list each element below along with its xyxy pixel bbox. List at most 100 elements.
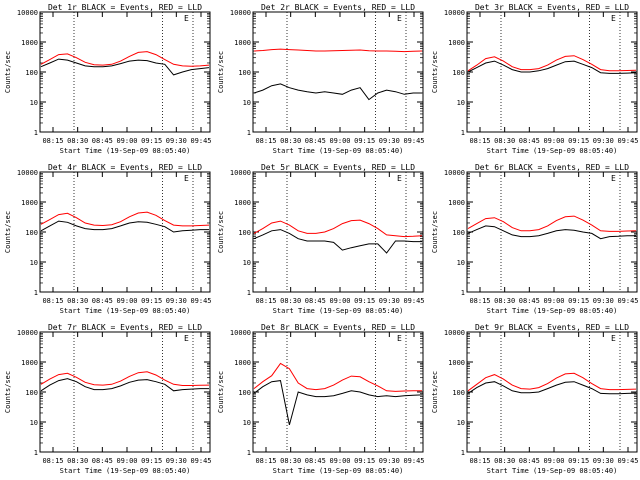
plot-frame bbox=[39, 331, 211, 453]
panel-title: Det 1r BLACK = Events, RED = LLD bbox=[48, 3, 202, 12]
flag-label: E bbox=[397, 174, 402, 183]
y-tick-label: 1000 bbox=[21, 39, 38, 47]
y-axis-label: Counts/sec bbox=[431, 371, 439, 413]
events-series-line bbox=[40, 58, 210, 76]
lld-series-line bbox=[467, 372, 637, 392]
x-tick-label: 09:00 bbox=[116, 297, 137, 305]
y-tick-label: 1 bbox=[461, 129, 465, 137]
x-tick-label: 08:15 bbox=[42, 137, 63, 145]
flag-label: E bbox=[184, 334, 189, 343]
detector-panel-3: Det 3r BLACK = Events, RED = LLD10000100… bbox=[431, 3, 639, 155]
x-tick-label: 09:45 bbox=[403, 137, 424, 145]
flag-label: E bbox=[397, 334, 402, 343]
x-tick-label: 08:45 bbox=[92, 457, 113, 465]
x-tick-label: 09:00 bbox=[543, 297, 564, 305]
y-tick-label: 100 bbox=[25, 389, 38, 397]
x-tick-label: 09:30 bbox=[166, 457, 187, 465]
lld-series-line bbox=[253, 219, 423, 238]
panel-title: Det 8r BLACK = Events, RED = LLD bbox=[261, 323, 415, 332]
y-tick-label: 10000 bbox=[17, 329, 38, 337]
x-axis-label: Start Time (19-Sep-09 08:05:40) bbox=[273, 467, 404, 475]
detector-panel-5: Det 5r BLACK = Events, RED = LLD10000100… bbox=[217, 163, 425, 315]
events-series-line bbox=[40, 220, 209, 233]
x-tick-label: 09:15 bbox=[141, 137, 162, 145]
x-tick-label: 09:45 bbox=[190, 137, 211, 145]
events-series-line bbox=[253, 380, 423, 426]
plot-frame bbox=[466, 11, 638, 133]
y-axis-label: Counts/sec bbox=[431, 211, 439, 253]
y-tick-label: 10000 bbox=[444, 329, 465, 337]
x-tick-label: 08:45 bbox=[305, 297, 326, 305]
x-tick-label: 08:30 bbox=[280, 297, 301, 305]
lld-series-line bbox=[467, 55, 637, 72]
x-axis-label: Start Time (19-Sep-09 08:05:40) bbox=[273, 307, 404, 315]
y-tick-label: 10 bbox=[30, 419, 38, 427]
x-tick-label: 09:30 bbox=[379, 297, 400, 305]
detector-panel-2: Det 2r BLACK = Events, RED = LLD10000100… bbox=[217, 3, 425, 155]
x-tick-label: 08:45 bbox=[519, 297, 540, 305]
x-tick-label: 09:30 bbox=[593, 137, 614, 145]
x-tick-label: 09:15 bbox=[354, 457, 375, 465]
plot-frame bbox=[252, 11, 424, 133]
events-series-line bbox=[253, 83, 422, 101]
plot-frame bbox=[39, 11, 211, 133]
events-series-line bbox=[467, 60, 637, 74]
y-tick-label: 100 bbox=[238, 69, 251, 77]
x-axis-label: Start Time (19-Sep-09 08:05:40) bbox=[273, 147, 404, 155]
x-tick-label: 08:15 bbox=[255, 137, 276, 145]
x-axis-label: Start Time (19-Sep-09 08:05:40) bbox=[487, 307, 618, 315]
flag-label: E bbox=[184, 14, 189, 23]
x-axis-label: Start Time (19-Sep-09 08:05:40) bbox=[60, 467, 191, 475]
flag-label: E bbox=[184, 174, 189, 183]
x-tick-label: 09:30 bbox=[166, 297, 187, 305]
y-tick-label: 10 bbox=[243, 259, 251, 267]
x-tick-label: 08:15 bbox=[469, 457, 490, 465]
y-tick-label: 1 bbox=[247, 449, 251, 457]
x-tick-label: 09:45 bbox=[403, 297, 424, 305]
x-tick-label: 09:45 bbox=[403, 457, 424, 465]
lld-series-line bbox=[40, 211, 210, 227]
y-tick-label: 1000 bbox=[448, 359, 465, 367]
lld-series-line bbox=[40, 371, 210, 386]
y-tick-label: 1000 bbox=[448, 199, 465, 207]
y-tick-label: 10 bbox=[243, 99, 251, 107]
x-tick-label: 09:30 bbox=[379, 137, 400, 145]
x-axis-label: Start Time (19-Sep-09 08:05:40) bbox=[60, 307, 191, 315]
x-tick-label: 09:30 bbox=[166, 137, 187, 145]
y-tick-label: 10000 bbox=[230, 329, 251, 337]
x-tick-label: 09:00 bbox=[543, 457, 564, 465]
y-tick-label: 10000 bbox=[444, 9, 465, 17]
panel-title: Det 9r BLACK = Events, RED = LLD bbox=[475, 323, 629, 332]
y-tick-label: 1000 bbox=[21, 359, 38, 367]
y-tick-label: 100 bbox=[238, 389, 251, 397]
y-tick-label: 100 bbox=[238, 229, 251, 237]
x-tick-label: 08:30 bbox=[67, 457, 88, 465]
y-tick-label: 1000 bbox=[234, 199, 251, 207]
lld-series-line bbox=[253, 48, 423, 53]
y-tick-label: 100 bbox=[452, 229, 465, 237]
events-series-line bbox=[40, 378, 209, 392]
y-tick-label: 10000 bbox=[444, 169, 465, 177]
panel-title: Det 2r BLACK = Events, RED = LLD bbox=[261, 3, 415, 12]
x-tick-label: 08:30 bbox=[280, 137, 301, 145]
x-tick-label: 08:45 bbox=[519, 137, 540, 145]
lld-series-line bbox=[253, 362, 422, 392]
x-axis-label: Start Time (19-Sep-09 08:05:40) bbox=[487, 467, 618, 475]
panel-title: Det 6r BLACK = Events, RED = LLD bbox=[475, 163, 629, 172]
y-tick-label: 10000 bbox=[230, 169, 251, 177]
y-tick-label: 1 bbox=[247, 289, 251, 297]
x-tick-label: 08:45 bbox=[92, 137, 113, 145]
plot-frame bbox=[252, 331, 424, 453]
x-tick-label: 08:30 bbox=[67, 137, 88, 145]
y-tick-label: 1 bbox=[34, 449, 38, 457]
x-tick-label: 08:30 bbox=[494, 137, 515, 145]
y-tick-label: 10 bbox=[457, 99, 465, 107]
detector-panel-7: Det 7r BLACK = Events, RED = LLD10000100… bbox=[4, 323, 212, 475]
y-tick-label: 10 bbox=[457, 259, 465, 267]
y-tick-label: 10000 bbox=[230, 9, 251, 17]
x-tick-label: 08:45 bbox=[92, 297, 113, 305]
panel-title: Det 7r BLACK = Events, RED = LLD bbox=[48, 323, 202, 332]
detector-panel-9: Det 9r BLACK = Events, RED = LLD 10000 100… bbox=[431, 323, 639, 475]
panel-title: Det 4r BLACK = Events, RED = LLD bbox=[48, 163, 202, 172]
